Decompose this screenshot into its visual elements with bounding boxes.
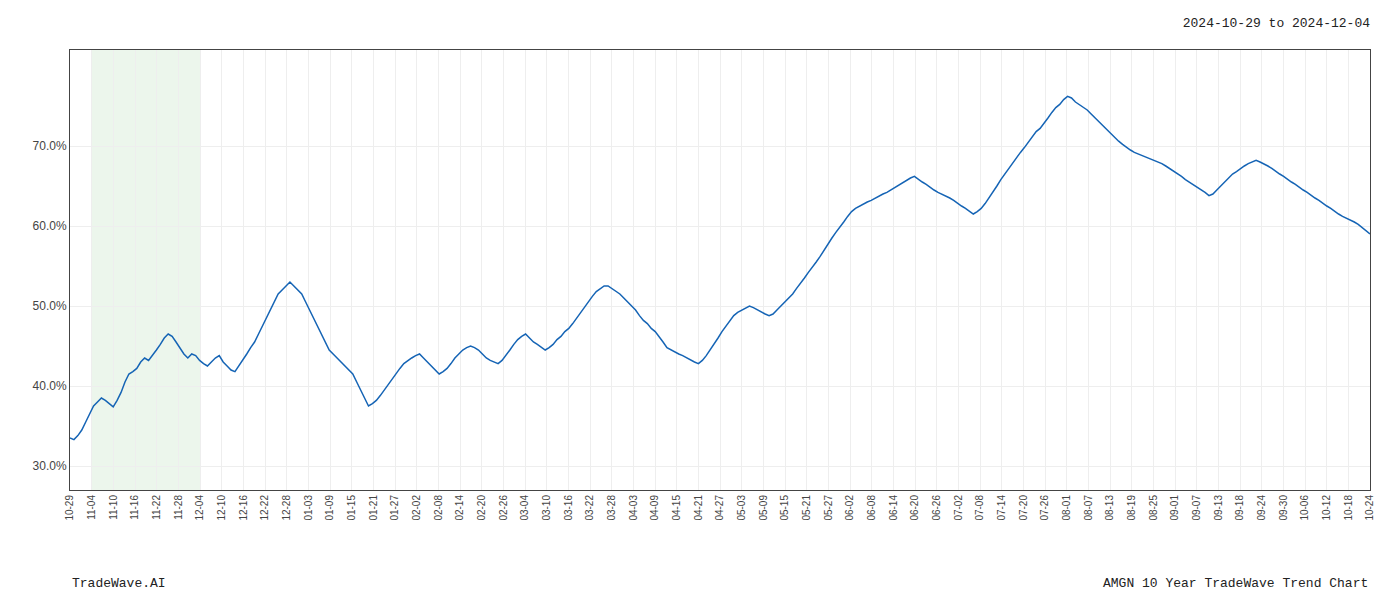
svg-text:08-13: 08-13 [1104,495,1115,521]
svg-text:11-04: 11-04 [86,495,97,520]
svg-text:05-21: 05-21 [801,495,812,521]
svg-text:01-03: 01-03 [303,495,314,521]
svg-text:11-28: 11-28 [173,495,184,520]
svg-text:07-14: 07-14 [996,495,1007,521]
svg-text:06-08: 06-08 [866,495,877,521]
svg-text:10-06: 10-06 [1299,495,1310,521]
svg-text:06-26: 06-26 [931,495,942,521]
svg-text:TradeWave.AI: TradeWave.AI [72,576,166,591]
svg-text:03-16: 03-16 [563,495,574,521]
svg-text:06-14: 06-14 [888,495,899,521]
svg-text:08-01: 08-01 [1061,495,1072,521]
svg-text:11-10: 11-10 [108,495,119,520]
svg-text:08-07: 08-07 [1083,495,1094,521]
svg-text:12-22: 12-22 [259,495,270,521]
svg-text:05-09: 05-09 [758,495,769,521]
svg-text:AMGN 10 Year TradeWave Trend C: AMGN 10 Year TradeWave Trend Chart [1103,576,1368,591]
svg-text:12-10: 12-10 [216,495,227,521]
svg-text:60.0%: 60.0% [33,219,67,233]
svg-text:05-15: 05-15 [779,495,790,521]
svg-text:03-22: 03-22 [584,495,595,521]
svg-text:02-02: 02-02 [411,495,422,521]
svg-text:11-16: 11-16 [129,495,140,520]
svg-text:04-15: 04-15 [671,495,682,521]
svg-text:04-21: 04-21 [693,495,704,521]
svg-text:02-20: 02-20 [476,495,487,521]
svg-text:07-26: 07-26 [1039,495,1050,521]
svg-text:07-08: 07-08 [974,495,985,521]
svg-text:70.0%: 70.0% [33,139,67,153]
svg-text:11-22: 11-22 [151,495,162,520]
svg-text:09-07: 09-07 [1191,495,1202,521]
svg-text:12-04: 12-04 [194,495,205,521]
svg-text:01-27: 01-27 [389,495,400,521]
svg-text:01-15: 01-15 [346,495,357,521]
svg-text:07-20: 07-20 [1018,495,1029,521]
svg-text:08-19: 08-19 [1126,495,1137,521]
svg-text:09-30: 09-30 [1278,495,1289,521]
svg-text:01-21: 01-21 [368,495,379,521]
svg-text:12-28: 12-28 [281,495,292,521]
svg-text:10-12: 10-12 [1321,495,1332,521]
svg-text:04-09: 04-09 [649,495,660,521]
svg-text:08-25: 08-25 [1148,495,1159,521]
svg-text:03-10: 03-10 [541,495,552,521]
svg-text:05-03: 05-03 [736,495,747,521]
svg-text:07-02: 07-02 [953,495,964,521]
svg-text:09-24: 09-24 [1256,495,1267,521]
svg-text:05-27: 05-27 [823,495,834,521]
svg-text:03-04: 03-04 [519,495,530,521]
svg-text:09-01: 09-01 [1169,495,1180,521]
svg-text:10-29: 10-29 [64,495,75,521]
svg-text:02-14: 02-14 [454,495,465,521]
svg-text:04-27: 04-27 [714,495,725,521]
svg-text:06-02: 06-02 [844,495,855,521]
svg-text:06-20: 06-20 [909,495,920,521]
svg-text:12-16: 12-16 [238,495,249,521]
svg-text:02-26: 02-26 [498,495,509,521]
svg-text:10-18: 10-18 [1343,495,1354,521]
svg-text:02-08: 02-08 [433,495,444,521]
svg-text:40.0%: 40.0% [33,379,67,393]
svg-text:04-03: 04-03 [628,495,639,521]
svg-text:09-13: 09-13 [1213,495,1224,521]
svg-text:01-09: 01-09 [324,495,335,521]
svg-text:50.0%: 50.0% [33,299,67,313]
svg-text:10-24: 10-24 [1364,495,1375,521]
svg-text:09-18: 09-18 [1234,495,1245,521]
svg-text:2024-10-29 to 2024-12-04: 2024-10-29 to 2024-12-04 [1183,16,1370,31]
svg-text:03-28: 03-28 [606,495,617,521]
svg-text:30.0%: 30.0% [33,459,67,473]
